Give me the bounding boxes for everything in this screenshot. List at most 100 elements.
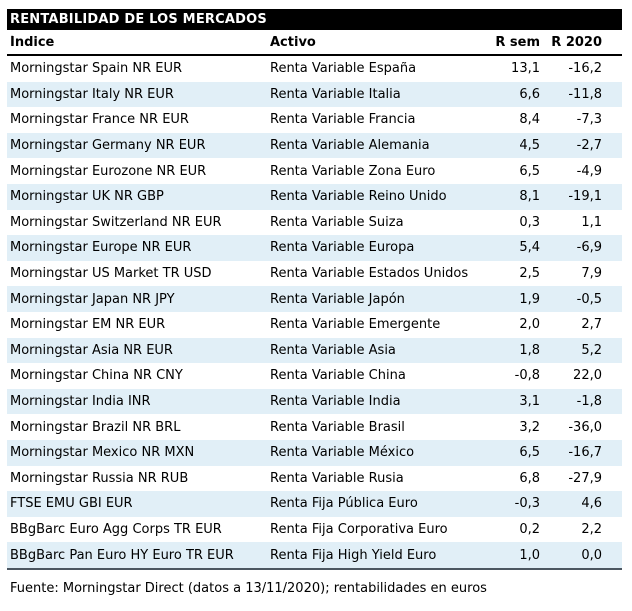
table-row: Morningstar Asia NR EUR Renta Variable A… [7,337,622,364]
column-header-indice: Índice [10,34,55,50]
cell-indice: Morningstar Russia NR RUB [10,470,189,486]
table-row: Morningstar China NR CNY Renta Variable … [7,363,622,389]
cell-r-sem: 3,1 [519,394,540,410]
cell-r-sem: 6,6 [519,86,540,102]
cell-activo: Renta Variable Reino Unido [270,189,447,205]
table-row: Morningstar US Market TR USD Renta Varia… [7,260,622,287]
cell-indice: Morningstar India INR [10,394,151,410]
source-note: Fuente: Morningstar Direct (datos a 13/1… [10,580,487,596]
cell-r-2020: 5,2 [581,342,602,358]
table-row: Morningstar India INR Renta Variable Ind… [7,388,622,415]
cell-r-sem: 2,5 [519,266,540,282]
cell-r-2020: -7,3 [576,112,602,128]
table-title: RENTABILIDAD DE LOS MERCADOS [10,12,267,27]
column-header-r-2020: R 2020 [551,34,602,50]
table-row: BBgBarc Pan Euro HY Euro TR EUR Renta Fi… [7,542,622,568]
cell-r-sem: 0,2 [519,521,540,537]
column-header-row: Índice Activo R sem R 2020 [7,30,622,56]
cell-indice: BBgBarc Pan Euro HY Euro TR EUR [10,547,234,563]
cell-indice: Morningstar Japan NR JPY [10,291,175,307]
cell-activo: Renta Variable Rusia [270,470,404,486]
cell-activo: Renta Variable Estados Unidos [270,266,469,282]
cell-activo: Renta Variable Europa [270,240,415,256]
cell-indice: Morningstar EM NR EUR [10,317,166,333]
cell-activo: Renta Variable Francia [270,112,416,128]
table-row: Morningstar Eurozone NR EUR Renta Variab… [7,158,622,184]
table-row: Morningstar France NR EUR Renta Variable… [7,107,622,133]
table-body: Morningstar Spain NR EUR Renta Variable … [7,56,622,570]
cell-indice: FTSE EMU GBI EUR [10,496,133,512]
cell-indice: Morningstar Asia NR EUR [10,342,173,358]
cell-r-sem: 6,8 [519,470,540,486]
cell-activo: Renta Fija Corporativa Euro [270,521,448,537]
cell-indice: Morningstar Brazil NR BRL [10,419,181,435]
cell-r-2020: -16,7 [568,445,602,461]
cell-r-sem: 1,8 [519,342,540,358]
table-row: Morningstar Brazil NR BRL Renta Variable… [7,414,622,440]
cell-r-2020: 7,9 [581,266,602,282]
table-row: Morningstar EM NR EUR Renta Variable Eme… [7,311,622,338]
cell-r-2020: -19,1 [568,189,602,205]
cell-activo: Renta Variable Asia [270,342,396,358]
cell-indice: Morningstar Spain NR EUR [10,61,183,77]
column-header-r-sem: R sem [495,34,540,50]
cell-r-sem: 5,4 [519,240,540,256]
cell-r-sem: 8,4 [519,112,540,128]
table-row: Morningstar Spain NR EUR Renta Variable … [7,56,622,82]
cell-r-2020: 2,2 [581,521,602,537]
cell-r-2020: 0,0 [581,547,602,563]
cell-r-2020: -4,9 [576,163,602,179]
cell-indice: Morningstar Germany NR EUR [10,138,206,154]
cell-r-sem: 4,5 [519,138,540,154]
cell-r-sem: 1,0 [519,547,540,563]
cell-r-2020: -36,0 [568,419,602,435]
cell-r-2020: 1,1 [581,214,602,230]
cell-r-sem: 13,1 [511,61,540,77]
cell-indice: Morningstar Eurozone NR EUR [10,163,207,179]
table-row: FTSE EMU GBI EUR Renta Fija Pública Euro… [7,491,622,517]
cell-r-2020: -27,9 [568,470,602,486]
table-row: Morningstar Japan NR JPY Renta Variable … [7,286,622,312]
table-row: Morningstar Germany NR EUR Renta Variabl… [7,132,622,159]
table-row: Morningstar Russia NR RUB Renta Variable… [7,465,622,492]
cell-r-sem: 0,3 [519,214,540,230]
cell-activo: Renta Variable China [270,368,406,384]
cell-indice: BBgBarc Euro Agg Corps TR EUR [10,521,222,537]
cell-r-sem: 1,9 [519,291,540,307]
cell-activo: Renta Variable Suiza [270,214,404,230]
cell-r-2020: -11,8 [568,86,602,102]
cell-r-sem: -0,8 [514,368,540,384]
table-row: Morningstar Italy NR EUR Renta Variable … [7,81,622,108]
table-title-bar: RENTABILIDAD DE LOS MERCADOS [7,9,622,30]
cell-activo: Renta Variable Italia [270,86,401,102]
cell-activo: Renta Variable Japón [270,291,405,307]
column-header-activo: Activo [270,34,316,50]
cell-activo: Renta Variable Brasil [270,419,405,435]
cell-r-sem: 3,2 [519,419,540,435]
cell-activo: Renta Variable India [270,394,401,410]
table-row: Morningstar Mexico NR MXN Renta Variable… [7,439,622,466]
table-row: Morningstar UK NR GBP Renta Variable Rei… [7,183,622,210]
cell-r-sem: -0,3 [514,496,540,512]
cell-r-sem: 6,5 [519,163,540,179]
cell-activo: Renta Variable España [270,61,417,77]
cell-r-sem: 8,1 [519,189,540,205]
cell-r-2020: -2,7 [576,138,602,154]
cell-indice: Morningstar France NR EUR [10,112,189,128]
cell-r-2020: -1,8 [576,394,602,410]
cell-r-2020: -6,9 [576,240,602,256]
cell-indice: Morningstar China NR CNY [10,368,183,384]
cell-indice: Morningstar Italy NR EUR [10,86,174,102]
cell-r-2020: 22,0 [573,368,602,384]
cell-activo: Renta Variable Emergente [270,317,441,333]
cell-indice: Morningstar Mexico NR MXN [10,445,195,461]
cell-r-sem: 6,5 [519,445,540,461]
cell-activo: Renta Fija High Yield Euro [270,547,437,563]
cell-r-2020: -16,2 [568,61,602,77]
cell-indice: Morningstar UK NR GBP [10,189,164,205]
cell-r-2020: 2,7 [581,317,602,333]
table-row: Morningstar Switzerland NR EUR Renta Var… [7,209,622,236]
cell-r-2020: -0,5 [576,291,602,307]
table-row: BBgBarc Euro Agg Corps TR EUR Renta Fija… [7,516,622,543]
